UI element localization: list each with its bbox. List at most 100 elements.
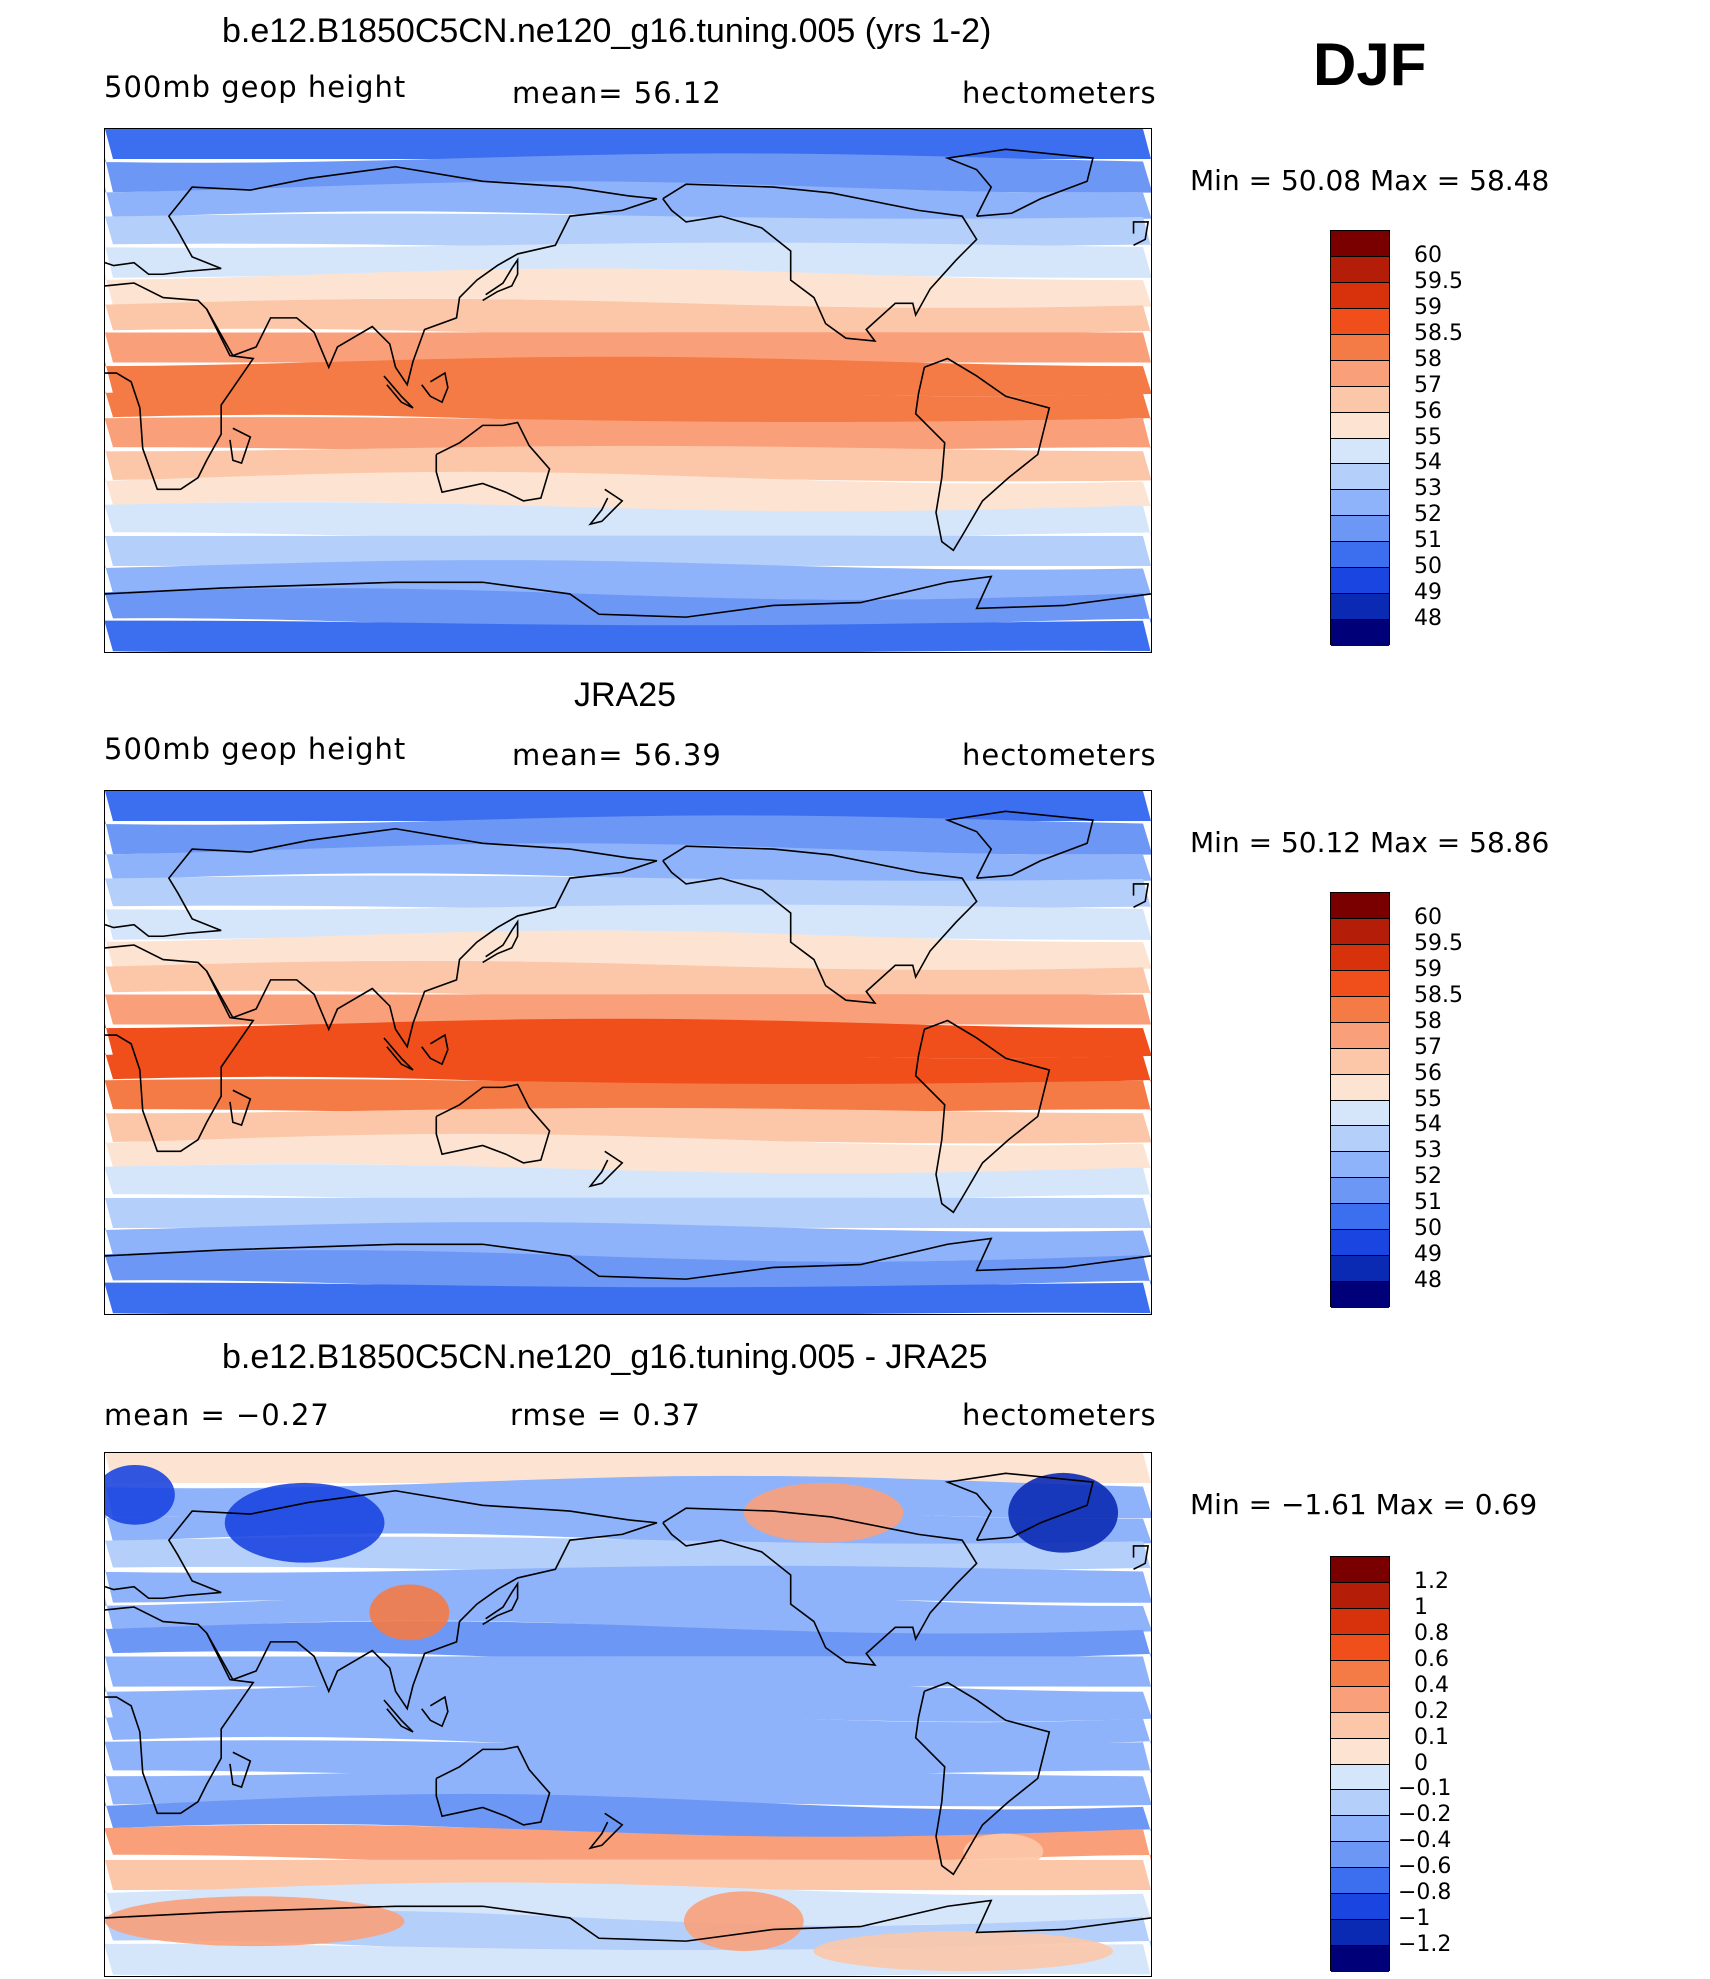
coastline [229,1751,252,1789]
colorbar-tick-label: 52 [1414,1164,1442,1190]
contour-band [105,181,1151,223]
colorbar-swatch [1331,1608,1389,1635]
colorbar-tick-label: −0.2 [1398,1802,1452,1828]
contour-band [105,1282,1151,1314]
contour-band [105,1824,1151,1867]
panel-1-colorbar [1330,230,1390,646]
colorbar-swatch [1331,1946,1389,1972]
contour-band [105,1453,1151,1484]
coastline [421,371,449,404]
colorbar-tick-label: 59 [1414,956,1442,982]
colorbar-swatch [1331,438,1389,465]
colorbar-tick-label: −0.8 [1398,1880,1452,1906]
anomaly-region [963,1833,1044,1870]
colorbar-swatch [1331,893,1389,919]
contour-band [105,843,1151,885]
coastline [662,183,978,343]
colorbar-tick-label: 52 [1414,502,1442,528]
panel-2-title: JRA25 [574,676,677,714]
contour-band [105,1793,1151,1840]
coastline [944,810,1094,879]
anomaly-region [105,1464,175,1525]
contour-band [105,1133,1151,1176]
coastline [229,427,252,465]
coastline [1132,1545,1150,1570]
colorbar-swatch [1331,620,1389,646]
coastline [482,1581,519,1626]
colorbar-swatch [1331,542,1389,569]
panel-1-variable-label: 500mb geop height [104,70,407,104]
contour-band [105,1882,1151,1926]
coastline [1132,221,1150,246]
colorbar-swatch [1331,1790,1389,1817]
anomaly-region [743,1482,904,1543]
contour-band [105,471,1151,514]
contour-band [105,129,1151,160]
colorbar-tick-label: 49 [1414,580,1442,606]
anomaly-region [369,1584,450,1641]
coastline [482,919,519,964]
contour-band [105,791,1151,822]
coastline [383,375,414,409]
colorbar-tick-label: 49 [1414,1242,1442,1268]
contour-band [105,1046,1151,1089]
colorbar-swatch [1331,568,1389,595]
panel-1-map [104,128,1152,653]
contour-band [105,384,1151,427]
colorbar-tick-label: 60 [1414,904,1442,930]
colorbar-tick-label: 48 [1414,1268,1442,1294]
colorbar-tick-label: 56 [1414,1060,1442,1086]
colorbar-swatch [1331,1126,1389,1153]
coastline [662,845,978,1005]
coastline [229,1089,252,1127]
contour-band [105,815,1151,855]
coastline [105,1237,1151,1280]
contour-band [105,904,1151,940]
contour-band [105,875,1151,911]
contour-band [105,1107,1151,1144]
colorbar-tick-label: −0.4 [1398,1828,1452,1854]
contour-band [105,1164,1151,1204]
colorbar-tick-label: 0.4 [1414,1672,1449,1698]
panel-3-units: hectometers [962,1398,1157,1432]
colorbar-tick-label: 0.8 [1414,1620,1449,1646]
contour-band [105,1740,1151,1777]
coastline [482,257,519,302]
colorbar-tick-label: 57 [1414,372,1442,398]
contour-band [105,930,1151,973]
colorbar-tick-label: 48 [1414,606,1442,632]
contour-band [105,1590,1151,1637]
colorbar-swatch [1331,1256,1389,1283]
contour-band [105,1656,1151,1687]
coastline [914,357,1051,552]
coastline [588,1812,624,1850]
panel-2-map [104,790,1152,1315]
panel-3-colorbar [1330,1556,1390,1972]
panel-2-colorbar [1330,892,1390,1308]
contour-band [105,153,1151,193]
panel-2-minmax: Min = 50.12 Max = 58.86 [1190,826,1550,859]
colorbar-swatch [1331,231,1389,257]
colorbar-tick-label: 0.1 [1414,1724,1449,1750]
colorbar-swatch [1331,1074,1389,1101]
colorbar-tick-label: 59 [1414,294,1442,320]
coastline [105,1489,658,1600]
colorbar-tick-label: 54 [1414,1112,1442,1138]
panel-2-mean: mean= 56.39 [512,738,722,772]
panel-3-map [104,1452,1152,1977]
colorbar-tick-label: 0.2 [1414,1698,1449,1724]
colorbar-tick-label: 58 [1414,346,1442,372]
contour-band [105,1621,1151,1664]
colorbar-tick-label: 54 [1414,450,1442,476]
colorbar-tick-label: 55 [1414,1086,1442,1112]
colorbar-swatch [1331,970,1389,997]
colorbar-swatch [1331,464,1389,491]
coastline [588,488,624,526]
coastline [1132,883,1150,908]
panel-2-units: hectometers [962,738,1157,772]
colorbar-tick-label: 59.5 [1414,930,1463,956]
colorbar-swatch [1331,1100,1389,1127]
contour-band [105,502,1151,542]
anomaly-region [683,1891,804,1952]
panel-2-field [105,791,1151,1314]
